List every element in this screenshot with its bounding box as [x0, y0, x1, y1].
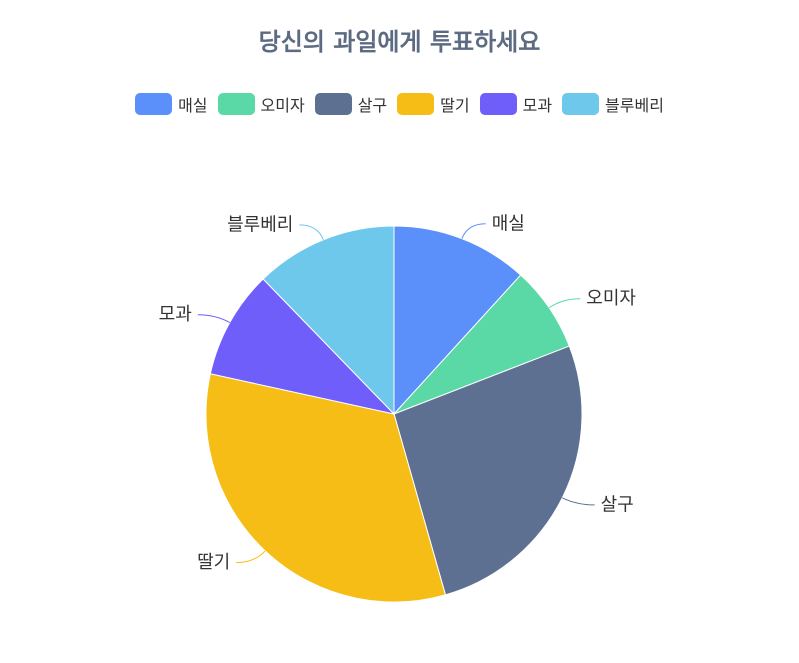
slice-label: 모과 [159, 304, 192, 325]
chart-title: 당신의 과일에게 투표하세요 [258, 28, 541, 56]
label-leader-line [299, 224, 324, 240]
legend-swatch [397, 93, 435, 115]
legend-swatch [217, 93, 255, 115]
legend: 매실 오미자 살구 딸기 모과 블루베리 [0, 92, 799, 116]
label-leader-line [562, 497, 595, 506]
label-leader-line [461, 223, 486, 239]
legend-item[interactable]: 블루베리 [562, 92, 664, 116]
legend-item[interactable]: 살구 [314, 92, 388, 116]
legend-label: 딸기 [440, 96, 470, 115]
pie-slice[interactable] [209, 278, 396, 415]
legend-item[interactable]: 딸기 [397, 92, 470, 116]
legend-swatch [479, 93, 517, 115]
slice-label: 블루베리 [227, 214, 293, 235]
legend-swatch [562, 93, 600, 115]
legend-item[interactable]: 모과 [479, 92, 553, 116]
pie-slice[interactable] [262, 225, 395, 416]
slice-label: 매실 [492, 213, 525, 234]
pie-slices [205, 225, 583, 603]
slice-label: 오미자 [586, 288, 636, 309]
label-leaders [197, 223, 595, 564]
slice-label: 딸기 [197, 552, 230, 573]
pie-slice[interactable] [205, 373, 447, 603]
legend-label: 살구 [357, 96, 388, 115]
legend-item[interactable]: 오미자 [217, 92, 305, 116]
legend-label: 블루베리 [605, 96, 664, 115]
slice-label: 살구 [601, 494, 634, 515]
legend-label: 모과 [522, 96, 553, 115]
legend-label: 오미자 [260, 96, 305, 115]
legend-swatch [314, 93, 352, 115]
label-leader-line [548, 298, 581, 309]
pie-slice[interactable] [393, 345, 583, 596]
legend-item[interactable]: 매실 [135, 92, 208, 116]
legend-label: 매실 [178, 96, 208, 115]
legend-swatch [135, 93, 173, 115]
label-leader-line [197, 314, 231, 323]
label-leader-line [236, 550, 266, 564]
pie-slice[interactable] [393, 225, 522, 416]
